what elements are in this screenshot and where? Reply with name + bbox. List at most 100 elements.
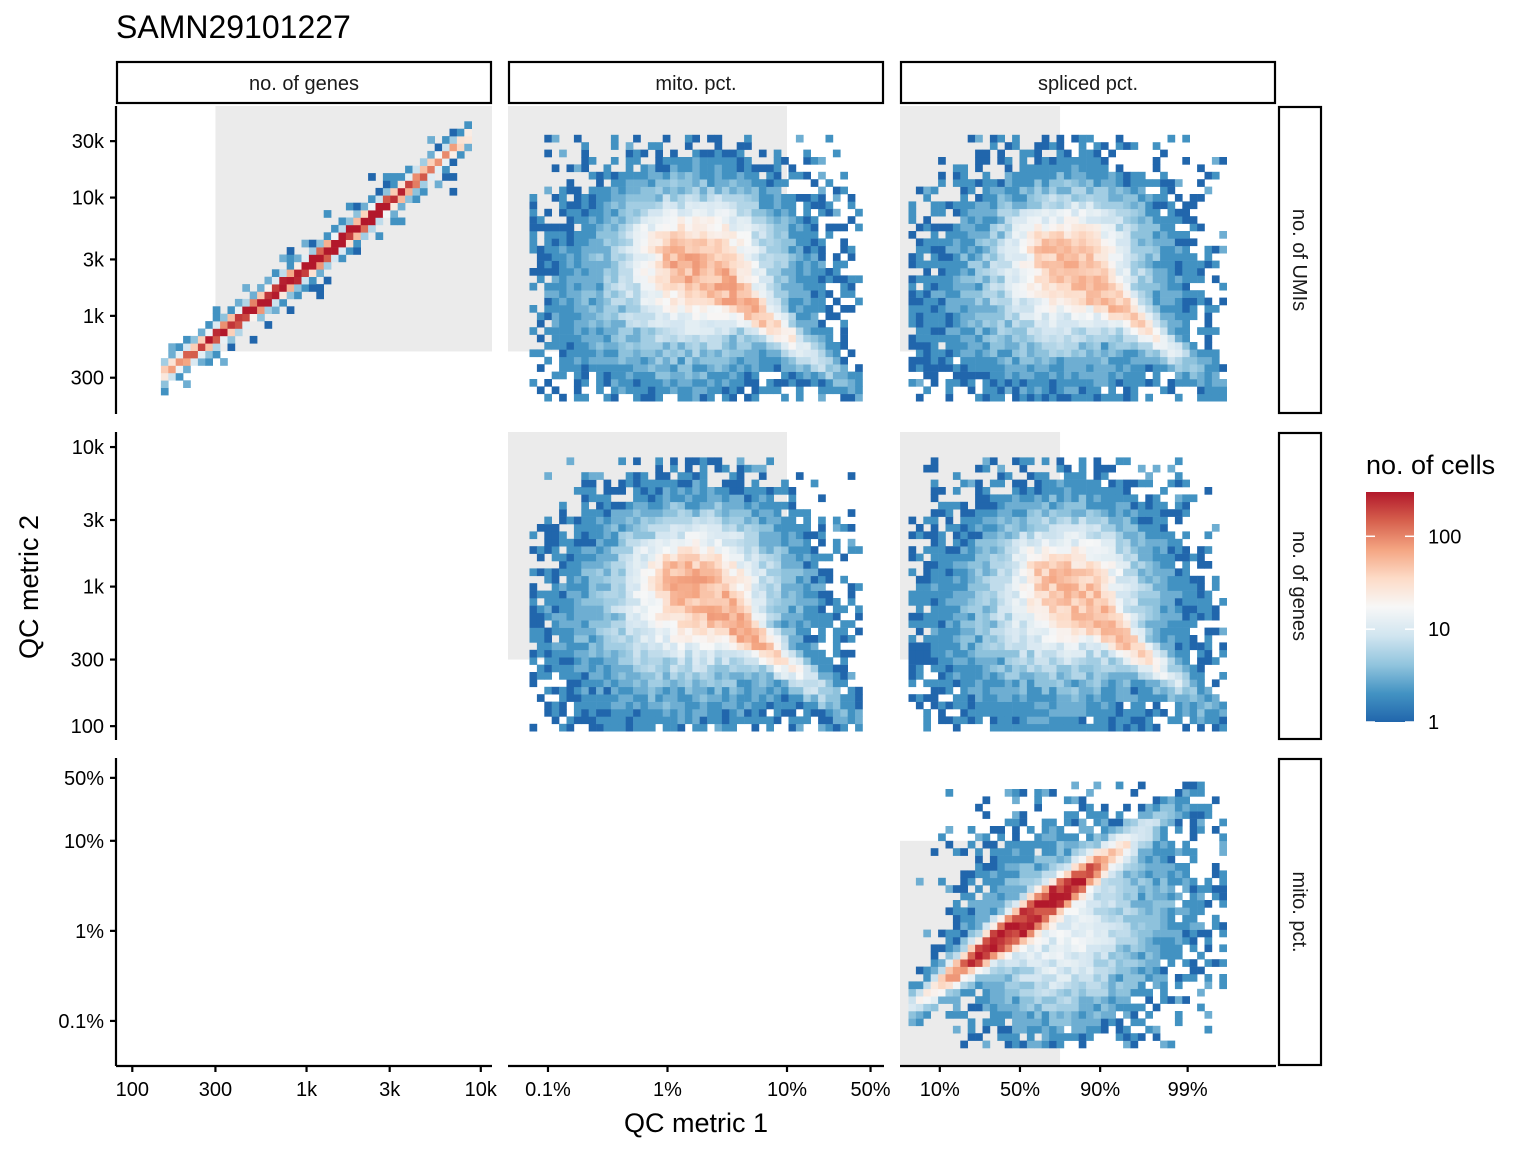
heatmap-cell — [456, 143, 465, 152]
heatmap-cell — [692, 635, 700, 643]
heatmap-cell — [1012, 524, 1020, 532]
heatmap-cell — [989, 598, 998, 606]
heatmap-cell — [795, 342, 804, 350]
heatmap-cell — [1182, 356, 1190, 365]
heatmap-cell — [1034, 379, 1042, 387]
heatmap-cell — [655, 342, 663, 350]
heatmap-cell — [596, 561, 604, 569]
heatmap-cell — [382, 195, 391, 203]
heatmap-cell — [1056, 356, 1065, 365]
heatmap-cell — [596, 186, 604, 195]
heatmap-cell — [923, 575, 931, 584]
heatmap-cell — [729, 583, 737, 591]
heatmap-cell — [1108, 371, 1116, 380]
heatmap-cell — [729, 664, 737, 673]
heatmap-cell — [960, 672, 968, 680]
heatmap-cell — [923, 716, 931, 725]
heatmap-cell — [647, 664, 656, 673]
heatmap-cell — [670, 216, 678, 224]
heatmap-cell — [840, 620, 848, 628]
heatmap-cell — [566, 245, 575, 254]
heatmap-cell — [1056, 457, 1065, 466]
heatmap-cell — [1034, 716, 1042, 725]
heatmap-cell — [1063, 349, 1072, 358]
heatmap-cell — [766, 349, 774, 358]
heatmap-cell — [840, 575, 848, 584]
heatmap-cell — [997, 612, 1005, 621]
heatmap-cell — [1167, 268, 1176, 276]
heatmap-cell — [588, 590, 597, 599]
heatmap-cell — [1026, 342, 1035, 350]
heatmap-cell — [670, 672, 678, 680]
heatmap-cell — [840, 694, 848, 702]
heatmap-cell — [1056, 635, 1065, 643]
heatmap-cell — [751, 171, 760, 180]
heatmap-cell — [960, 171, 968, 180]
heatmap-cell — [751, 531, 760, 540]
heatmap-cell — [847, 386, 856, 395]
heatmap-cell — [655, 649, 663, 658]
heatmap-cell — [1012, 268, 1020, 276]
heatmap-cell — [751, 583, 760, 591]
heatmap-cell — [647, 216, 656, 224]
heatmap-cell — [1026, 598, 1035, 606]
heatmap-cell — [1026, 487, 1035, 495]
heatmap-cell — [1041, 268, 1050, 276]
heatmap-cell — [625, 342, 634, 350]
heatmap-cell — [825, 612, 834, 621]
heatmap-cell — [551, 612, 560, 621]
heatmap-cell — [795, 334, 804, 343]
heatmap-cell — [930, 334, 939, 343]
heatmap-cell — [655, 379, 663, 387]
heatmap-cell — [573, 194, 582, 202]
heatmap-cell — [736, 223, 745, 232]
heatmap-cell — [1100, 297, 1109, 306]
heatmap-cell — [751, 179, 760, 187]
heatmap-cell — [960, 642, 968, 651]
heatmap-cell — [766, 216, 774, 224]
heatmap-cell — [551, 223, 560, 232]
heatmap-cell — [1012, 635, 1020, 643]
heatmap-cell — [1004, 334, 1013, 343]
heatmap-cell — [1182, 268, 1190, 276]
heatmap-cell — [1071, 194, 1079, 202]
heatmap-cell — [744, 379, 752, 387]
heatmap-cell — [308, 276, 317, 285]
heatmap-cell — [536, 635, 545, 643]
heatmap-cell — [1182, 216, 1190, 224]
heatmap-cell — [1108, 575, 1116, 584]
heatmap-cell — [633, 194, 641, 202]
heatmap-cell — [692, 260, 700, 269]
heatmap-cell — [581, 472, 589, 480]
heatmap-cell — [758, 612, 767, 621]
heatmap-cell — [773, 672, 782, 680]
heatmap-cell — [684, 231, 693, 239]
heatmap-cell — [625, 171, 634, 180]
heatmap-cell — [286, 291, 295, 300]
heatmap-cell — [625, 364, 634, 372]
heatmap-cell — [810, 319, 819, 328]
heatmap-cell — [1071, 312, 1079, 321]
heatmap-cell — [183, 365, 191, 374]
heatmap-cell — [699, 282, 708, 291]
heatmap-cell — [960, 327, 968, 335]
heatmap-cell — [692, 620, 700, 628]
heatmap-cell — [588, 297, 597, 306]
heatmap-cell — [1197, 268, 1205, 276]
heatmap-cell — [1063, 268, 1072, 276]
heatmap-cell — [714, 312, 723, 321]
heatmap-cell — [647, 657, 656, 665]
heatmap-cell — [1012, 553, 1020, 562]
heatmap-cell — [603, 164, 612, 173]
heatmap-cell — [588, 312, 597, 321]
heatmap-cell — [818, 649, 826, 658]
heatmap-cell — [960, 635, 968, 643]
heatmap-cell — [1108, 245, 1116, 254]
heatmap-cell — [1026, 208, 1035, 217]
heatmap-cell — [923, 268, 931, 276]
heatmap-cell — [670, 531, 678, 540]
heatmap-cell — [434, 165, 443, 174]
heatmap-cell — [566, 238, 575, 247]
heatmap-cell — [249, 291, 258, 300]
heatmap-cell — [1204, 312, 1213, 321]
